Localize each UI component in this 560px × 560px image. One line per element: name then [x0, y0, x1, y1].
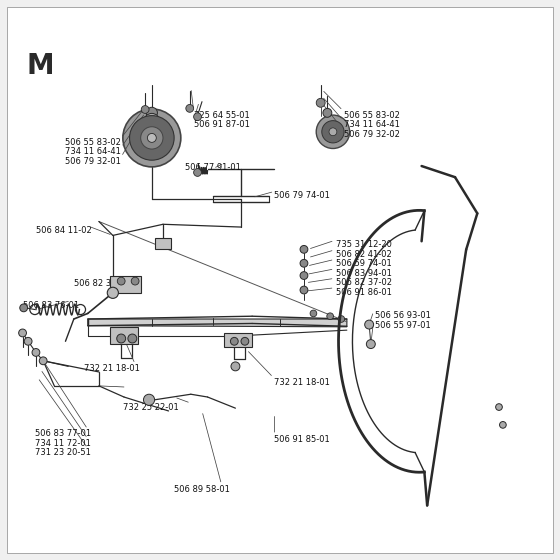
Text: 506 55 97-01: 506 55 97-01: [375, 321, 431, 330]
Circle shape: [365, 320, 374, 329]
Text: 734 11 72-01: 734 11 72-01: [35, 439, 91, 448]
Text: 506 83 76-01: 506 83 76-01: [22, 301, 79, 310]
Circle shape: [117, 277, 125, 285]
Circle shape: [338, 316, 344, 323]
Circle shape: [230, 337, 238, 345]
Circle shape: [128, 334, 137, 343]
Text: 506 82 41-02: 506 82 41-02: [336, 250, 391, 259]
Circle shape: [39, 357, 47, 365]
Circle shape: [143, 394, 155, 405]
Circle shape: [500, 422, 506, 428]
Circle shape: [147, 133, 156, 142]
Text: 732 25 22-01: 732 25 22-01: [123, 403, 179, 412]
Text: 506 79 32-01: 506 79 32-01: [66, 157, 122, 166]
Circle shape: [366, 339, 375, 348]
Circle shape: [186, 105, 194, 112]
Circle shape: [327, 313, 334, 320]
Circle shape: [322, 120, 344, 143]
Text: 506 55 83-02: 506 55 83-02: [344, 111, 400, 120]
Text: 506 83 94-01: 506 83 94-01: [336, 269, 391, 278]
Text: 506 79 32-02: 506 79 32-02: [344, 129, 400, 138]
Circle shape: [300, 286, 308, 294]
Text: M: M: [26, 52, 54, 80]
Text: 506 83 77-01: 506 83 77-01: [35, 430, 91, 438]
Circle shape: [329, 128, 337, 136]
Text: 731 23 20-51: 731 23 20-51: [35, 449, 91, 458]
Bar: [224, 333, 252, 347]
Circle shape: [194, 113, 202, 120]
Circle shape: [310, 310, 317, 317]
Circle shape: [300, 245, 308, 253]
Bar: [110, 276, 141, 293]
Circle shape: [146, 108, 157, 118]
Text: 734 11 64-41: 734 11 64-41: [344, 120, 400, 129]
Text: 506 77 91-01: 506 77 91-01: [185, 163, 241, 172]
Circle shape: [316, 99, 325, 108]
Circle shape: [141, 106, 149, 113]
Text: 506 82 34-01: 506 82 34-01: [74, 279, 130, 288]
Circle shape: [496, 404, 502, 410]
Text: 506 89 58-01: 506 89 58-01: [174, 484, 230, 493]
Circle shape: [144, 113, 160, 129]
Circle shape: [129, 115, 174, 160]
Circle shape: [18, 329, 26, 337]
Circle shape: [141, 127, 163, 149]
Text: 506 82 37-02: 506 82 37-02: [336, 278, 392, 287]
Text: 506 56 93-01: 506 56 93-01: [375, 311, 431, 320]
Circle shape: [316, 115, 349, 148]
Bar: [110, 328, 138, 344]
Text: 506 91 85-01: 506 91 85-01: [274, 435, 330, 444]
Circle shape: [323, 109, 332, 117]
Text: 506 59 74-01: 506 59 74-01: [336, 259, 391, 268]
Circle shape: [131, 277, 139, 285]
Circle shape: [116, 334, 125, 343]
Circle shape: [231, 362, 240, 371]
Text: 735 31 12-20: 735 31 12-20: [336, 240, 391, 249]
Circle shape: [32, 348, 40, 356]
Text: 732 21 18-01: 732 21 18-01: [84, 364, 140, 373]
Text: 506 55 83-02: 506 55 83-02: [66, 138, 122, 147]
FancyBboxPatch shape: [7, 7, 553, 553]
Circle shape: [194, 169, 202, 176]
Circle shape: [20, 304, 27, 312]
Text: 506 91 86-01: 506 91 86-01: [336, 288, 391, 297]
Text: 732 21 18-01: 732 21 18-01: [274, 377, 330, 386]
Circle shape: [300, 272, 308, 279]
Text: 506 84 11-02: 506 84 11-02: [36, 226, 92, 235]
Circle shape: [300, 259, 308, 267]
Text: 734 11 64-41: 734 11 64-41: [66, 147, 122, 156]
Text: 725 64 55-01: 725 64 55-01: [194, 111, 249, 120]
Circle shape: [123, 109, 181, 167]
Circle shape: [241, 337, 249, 345]
Polygon shape: [88, 319, 347, 327]
Circle shape: [24, 337, 32, 345]
Text: 506 91 87-01: 506 91 87-01: [194, 120, 250, 129]
Bar: [155, 238, 171, 249]
Circle shape: [108, 287, 118, 298]
Text: 506 79 74-01: 506 79 74-01: [274, 192, 330, 200]
